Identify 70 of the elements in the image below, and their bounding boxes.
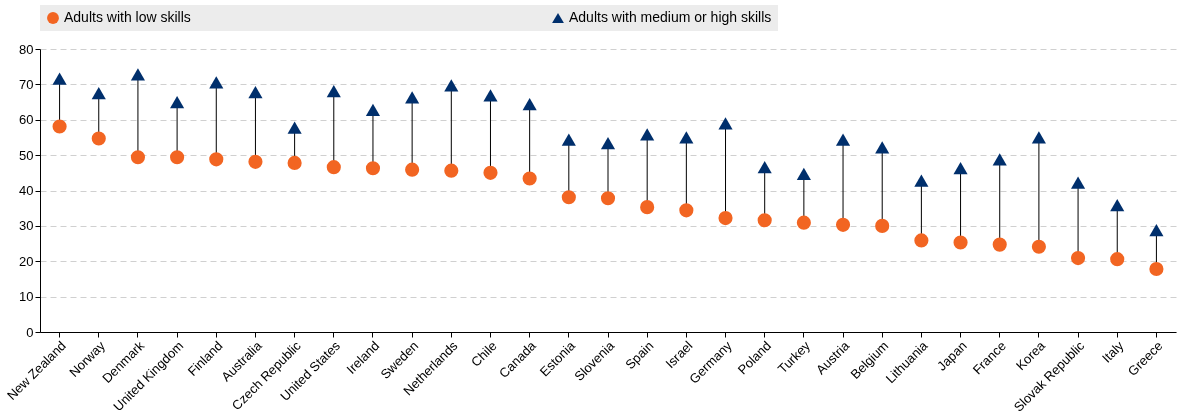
point (130, 68, 145, 81)
point (209, 76, 224, 89)
point (600, 136, 616, 150)
point (600, 191, 616, 206)
point (718, 117, 733, 130)
point (326, 84, 341, 98)
point (561, 190, 576, 205)
point (835, 133, 851, 146)
point (405, 91, 420, 104)
point (1110, 198, 1125, 212)
legend-label: Adults with low skills (64, 9, 191, 25)
point (130, 150, 145, 165)
point (405, 162, 420, 177)
y-tick-label: 50 (19, 147, 34, 163)
point (52, 119, 67, 134)
point (170, 150, 185, 165)
point (561, 133, 576, 146)
point (835, 217, 851, 232)
point (1031, 239, 1046, 254)
point (248, 86, 263, 99)
y-tick-label: 30 (19, 218, 34, 234)
point (1071, 251, 1086, 266)
point (91, 131, 106, 146)
point (953, 235, 968, 250)
point (248, 154, 263, 169)
y-tick-label: 60 (19, 112, 34, 128)
point (1071, 176, 1086, 189)
point (992, 237, 1007, 252)
point (365, 103, 381, 116)
point (875, 141, 890, 154)
point (875, 218, 890, 233)
point (483, 165, 498, 180)
point (483, 89, 498, 102)
point (992, 153, 1007, 166)
point (757, 213, 772, 228)
point (914, 233, 929, 248)
point (326, 160, 341, 175)
y-tick-label: 20 (19, 253, 34, 269)
point (679, 131, 694, 144)
point (1149, 224, 1164, 237)
y-tick-label: 70 (19, 76, 34, 92)
point (444, 163, 459, 178)
point (287, 121, 302, 134)
legend-label: Adults with medium or high skills (569, 9, 772, 25)
point (1110, 252, 1125, 267)
point (640, 128, 655, 141)
point (640, 200, 655, 215)
point (757, 161, 772, 174)
point (287, 155, 302, 170)
point (209, 152, 224, 167)
point (170, 95, 185, 109)
point (1149, 261, 1164, 277)
y-tick-label: 40 (19, 183, 34, 198)
point (718, 211, 733, 226)
point (52, 72, 67, 85)
point (522, 171, 537, 186)
point (91, 87, 106, 100)
point (365, 161, 381, 176)
point (1031, 131, 1046, 144)
point (444, 79, 459, 92)
point (796, 215, 811, 230)
y-tick-label: 0 (26, 324, 34, 340)
point (796, 167, 811, 180)
point (522, 98, 537, 111)
point (953, 162, 968, 175)
y-tick-label: 80 (19, 41, 34, 57)
x-tick-label: Italy (1098, 337, 1127, 366)
point (679, 203, 694, 218)
point (914, 174, 929, 187)
y-tick-label: 10 (19, 289, 34, 305)
